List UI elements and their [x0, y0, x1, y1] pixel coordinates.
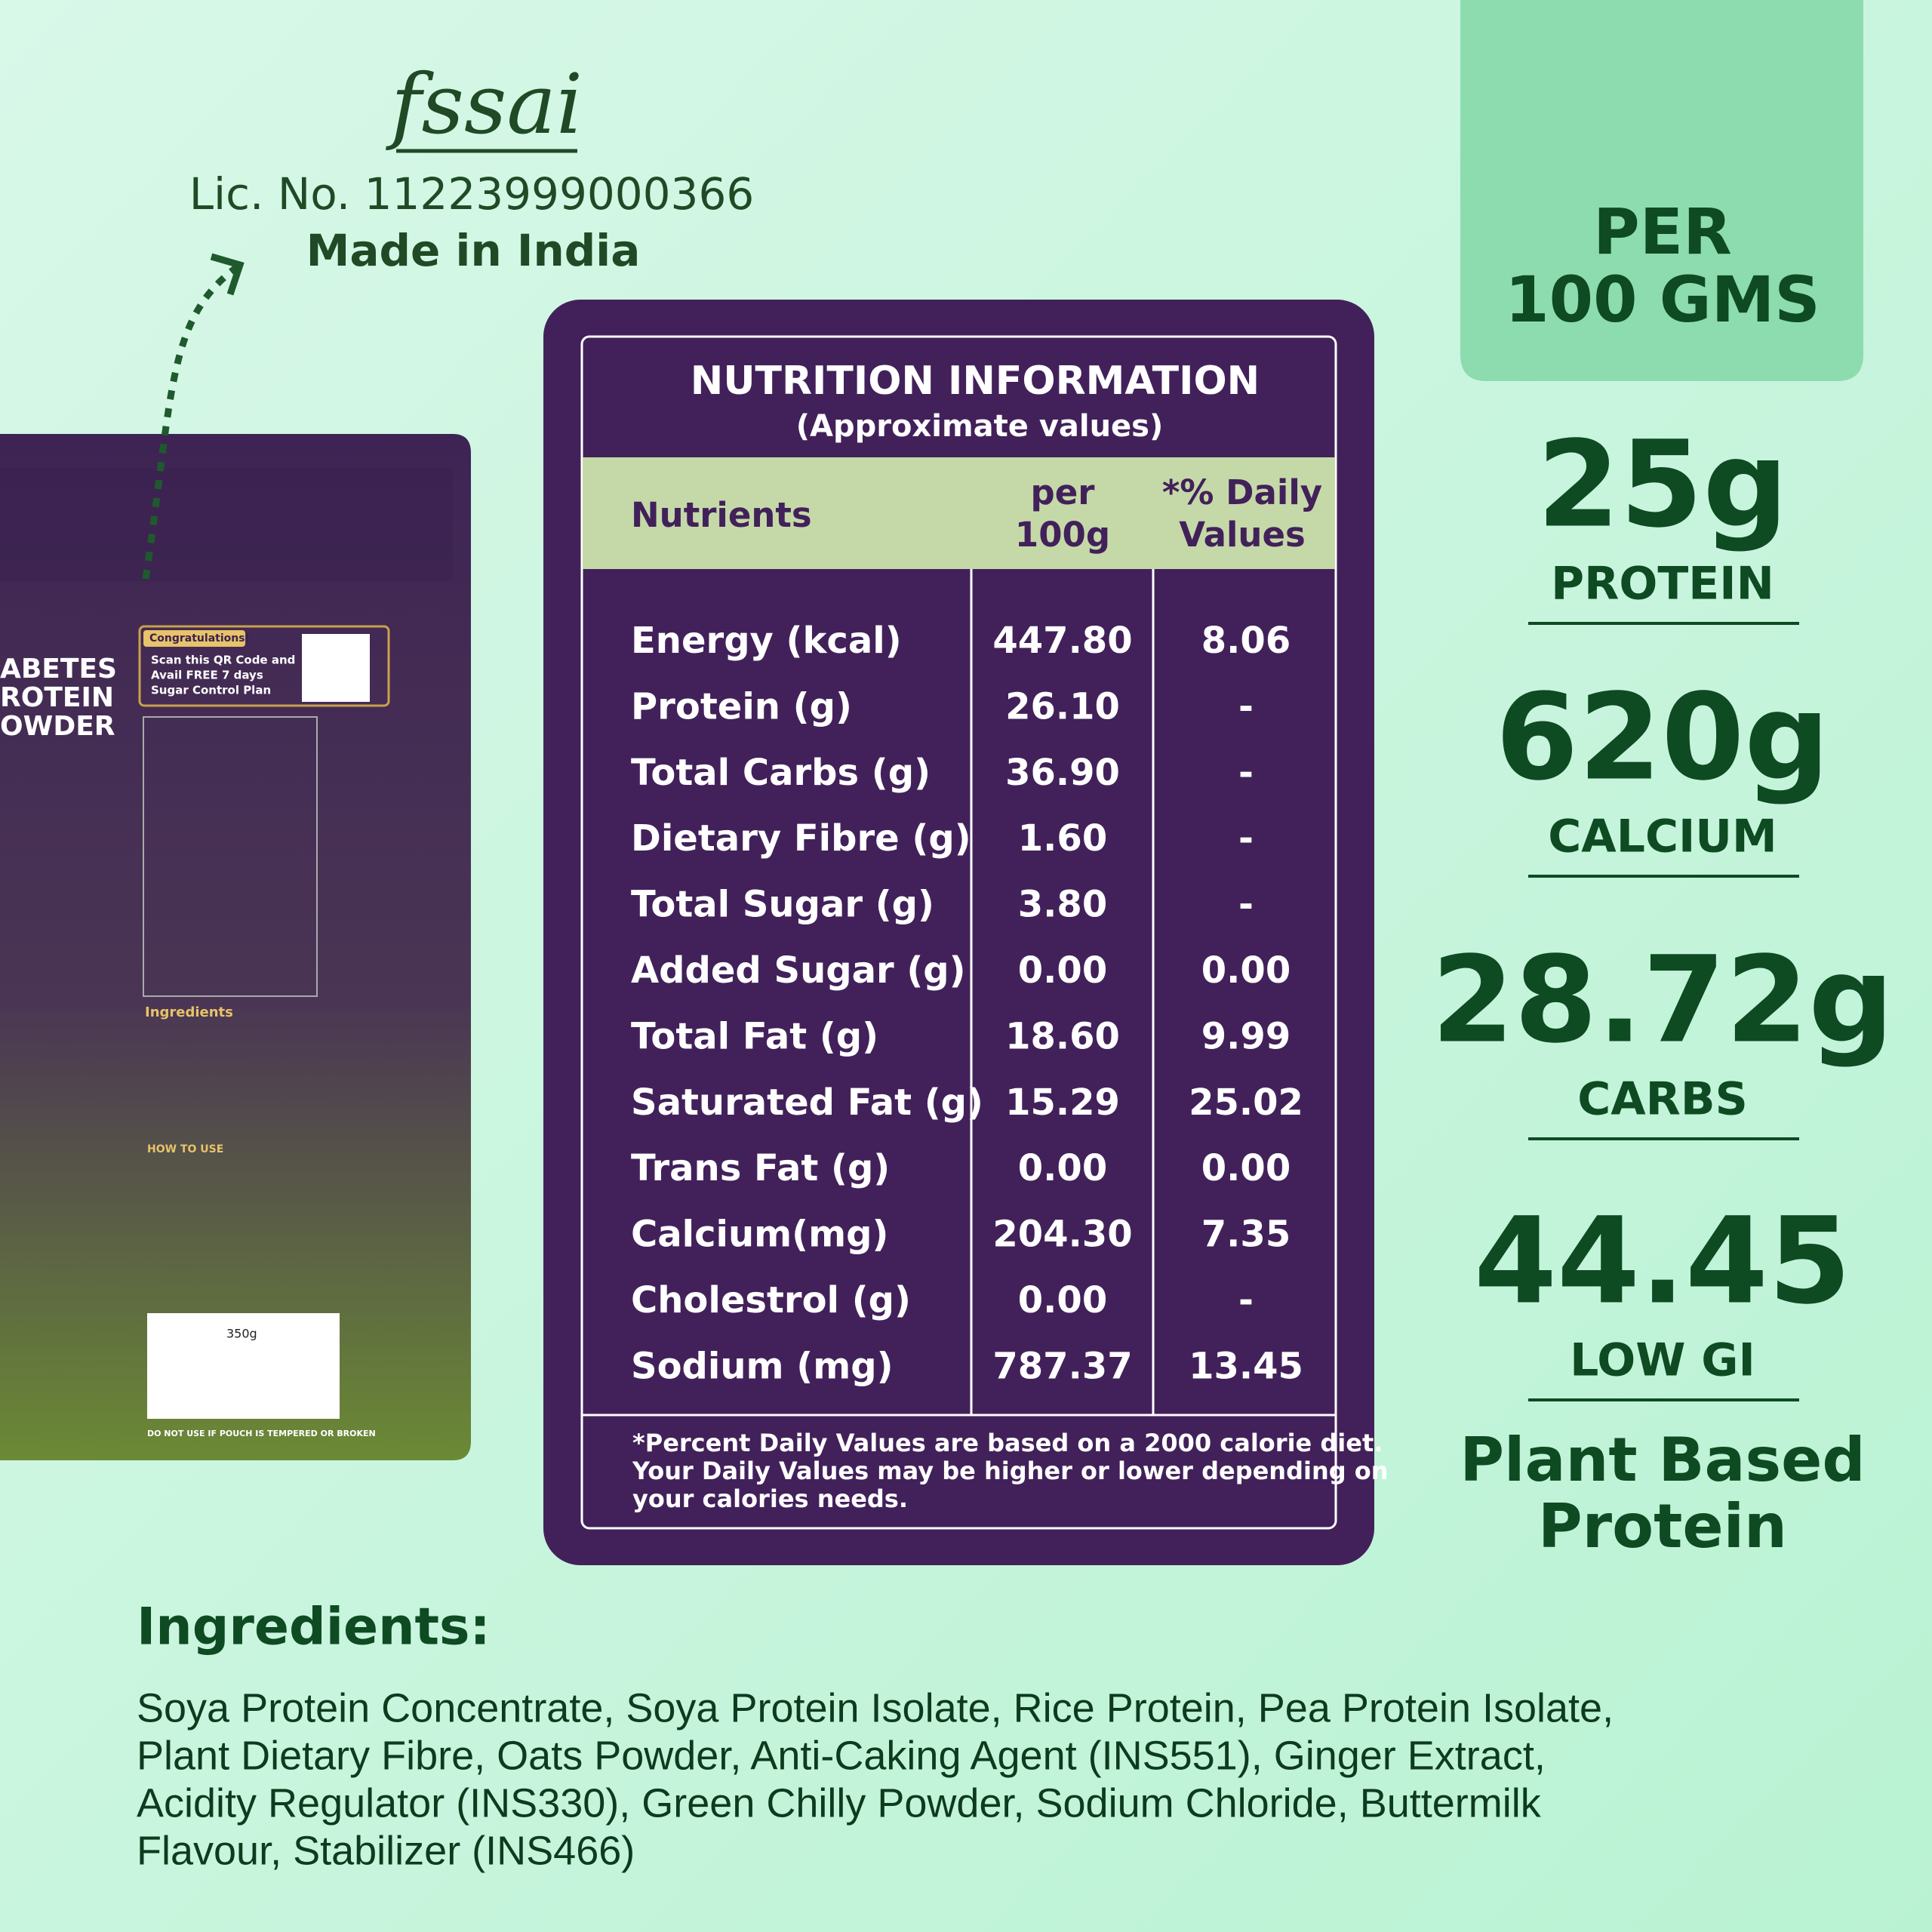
label-box [147, 1313, 340, 1419]
nutrient-value: 15.29 [1005, 1081, 1120, 1124]
ingredients-line: Plant Dietary Fibre, Oats Powder, Anti-C… [137, 1733, 1546, 1778]
table-header: Nutrients [631, 495, 812, 535]
nutrient-value: 0.00 [1018, 949, 1107, 992]
pouch-qr-text: Sugar Control Plan [151, 684, 271, 697]
table-header: per [1031, 472, 1096, 512]
ingredients-heading: Ingredients: [137, 1598, 491, 1657]
nutrient-name: Total Carbs (g) [631, 752, 931, 794]
nutrient-name: Added Sugar (g) [631, 949, 966, 992]
nutrient-value: 25.02 [1189, 1081, 1303, 1124]
nutrient-value: 26.10 [1005, 685, 1120, 728]
nutrient-value: 36.90 [1005, 752, 1120, 794]
nutrient-value: 0.00 [1201, 949, 1291, 992]
per-heading: PER [1593, 195, 1732, 269]
nutrient-name: Cholestrol (g) [631, 1279, 911, 1321]
nutrient-value: 9.99 [1201, 1015, 1291, 1057]
nutrient-name: Protein (g) [631, 685, 852, 728]
nutrient-name: Saturated Fat (g) [631, 1081, 983, 1124]
stat-label: LOW GI [1570, 1334, 1755, 1387]
qr-box [138, 625, 390, 707]
nutrient-name: Total Sugar (g) [631, 884, 934, 926]
nutrient-value: 1.60 [1018, 817, 1107, 860]
stat-value: 28.72g [1432, 931, 1894, 1069]
nutrient-name: Dietary Fibre (g) [631, 817, 971, 860]
nutrient-value: 787.37 [992, 1345, 1132, 1387]
pouch-net-qty: 350g [226, 1327, 257, 1341]
license: Lic. No. 11223999000366 [189, 168, 755, 220]
nutrient-value: 0.00 [1018, 1147, 1107, 1189]
footnote: Your Daily Values may be higher or lower… [632, 1457, 1389, 1485]
nutrition-card [543, 300, 1374, 1565]
stat-value: 44.45 [1474, 1192, 1851, 1331]
nutrient-value: 204.30 [992, 1214, 1132, 1256]
header-band [583, 457, 1335, 569]
per-box [1460, 0, 1863, 381]
stat-label: PROTEIN [1551, 558, 1774, 611]
nutrient-value: - [1238, 817, 1254, 860]
ingredients-line: Acidity Regulator (INS330), Green Chilly… [137, 1780, 1542, 1826]
nutrient-name: Total Fat (g) [631, 1015, 878, 1057]
mini-table [143, 716, 318, 997]
nutrient-value: 8.06 [1201, 620, 1291, 662]
stat-value: 620g [1496, 668, 1830, 807]
footnote: *Percent Daily Values are based on a 200… [632, 1429, 1383, 1457]
pouch-warning: DO NOT USE IF POUCH IS TEMPERED OR BROKE… [147, 1429, 376, 1438]
origin: Made in India [306, 225, 641, 276]
ingredients-line: Flavour, Stabilizer (INS466) [137, 1828, 635, 1873]
pouch-qr-heading: Congratulations! [149, 632, 250, 645]
table-header: *% Daily [1162, 472, 1322, 512]
nutrient-value: 0.00 [1201, 1147, 1291, 1189]
nutrient-name: Sodium (mg) [631, 1345, 894, 1387]
pouch-qr-text: Scan this QR Code and [151, 654, 295, 667]
tagline: Protein [1538, 1491, 1787, 1561]
table-header: Values [1179, 515, 1306, 555]
qr-code [302, 634, 370, 702]
nutrient-value: 0.00 [1018, 1279, 1107, 1321]
nutrient-name: Trans Fat (g) [631, 1147, 890, 1189]
nutrient-value: - [1238, 884, 1254, 926]
stat-label: CARBS [1577, 1073, 1748, 1126]
nutrient-value: - [1238, 1279, 1254, 1321]
footnote: your calories needs. [632, 1484, 908, 1513]
pouch-how-to-use: HOW TO USE [147, 1143, 223, 1155]
ingredients-line: Soya Protein Concentrate, Soya Protein I… [137, 1685, 1614, 1730]
table-subtitle: (Approximate values) [796, 409, 1164, 444]
nutrient-value: 447.80 [992, 620, 1132, 662]
pouch-title: ABETES [0, 654, 117, 685]
nutrient-value: 18.60 [1005, 1015, 1120, 1057]
pouch-ingredients: Ingredients [145, 1004, 233, 1020]
stat-label: CALCIUM [1548, 811, 1777, 863]
table-header: 100g [1015, 515, 1110, 555]
product-pouch [0, 434, 471, 1460]
pouch-title: OWDER [0, 711, 115, 742]
pouch-qr-text: Avail FREE 7 days [151, 669, 263, 682]
tagline: Plant Based [1460, 1425, 1865, 1495]
qr-badge [143, 630, 245, 647]
nutrient-name: Calcium(mg) [631, 1214, 888, 1256]
pouch-title: ROTEIN [0, 682, 114, 713]
fssai-logo: fssai [386, 56, 583, 152]
arrow-head [210, 253, 245, 296]
pouch-seal [0, 468, 453, 581]
table-title: NUTRITION INFORMATION [691, 358, 1260, 404]
nutrient-value: 3.80 [1018, 884, 1107, 926]
nutrient-value: - [1238, 752, 1254, 794]
stat-value: 25g [1537, 415, 1789, 554]
nutrient-name: Energy (kcal) [631, 620, 902, 662]
per-heading: 100 GMS [1505, 263, 1820, 337]
nutrient-value: 7.35 [1201, 1214, 1291, 1256]
nutrient-value: 13.45 [1189, 1345, 1303, 1387]
nutrient-value: - [1238, 685, 1254, 728]
card-border [580, 335, 1337, 1530]
